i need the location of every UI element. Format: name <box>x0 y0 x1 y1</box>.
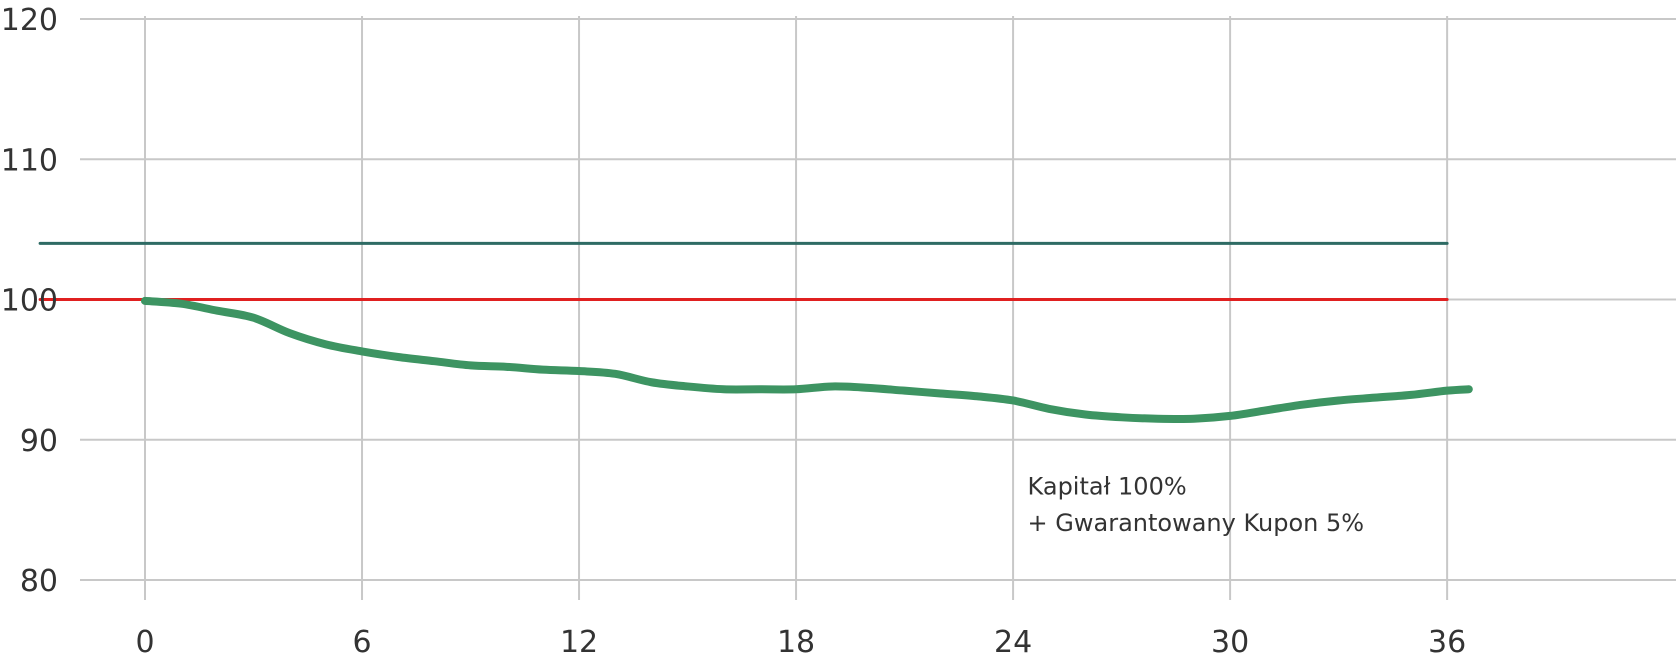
price-curve-line <box>141 296 1473 423</box>
y-tick-label: 90 <box>20 424 58 459</box>
x-tick-label: 30 <box>1211 625 1249 659</box>
y-tick-label: 110 <box>1 143 58 178</box>
x-tick-label: 18 <box>777 625 815 659</box>
y-tick-labels: 120 110 100 90 80 <box>1 3 58 599</box>
annotation: Kapitał 100% + Gwarantowany Kupon 5% <box>1028 472 1365 536</box>
y-tick-label: 100 <box>1 284 58 319</box>
annotation-line-2: + Gwarantowany Kupon 5% <box>1028 509 1365 537</box>
x-tick-labels: 0 6 12 18 24 30 36 <box>135 625 1466 659</box>
annotation-line-1: Kapitał 100% <box>1028 472 1187 500</box>
grid <box>80 16 1676 600</box>
x-tick-label: 36 <box>1428 625 1466 659</box>
x-tick-label: 12 <box>560 625 598 659</box>
x-tick-label: 6 <box>352 625 371 659</box>
x-tick-label: 0 <box>135 625 154 659</box>
series-group <box>38 241 1473 423</box>
y-tick-label: 120 <box>1 3 58 38</box>
x-tick-label: 24 <box>994 625 1032 659</box>
y-tick-label: 80 <box>20 564 58 599</box>
